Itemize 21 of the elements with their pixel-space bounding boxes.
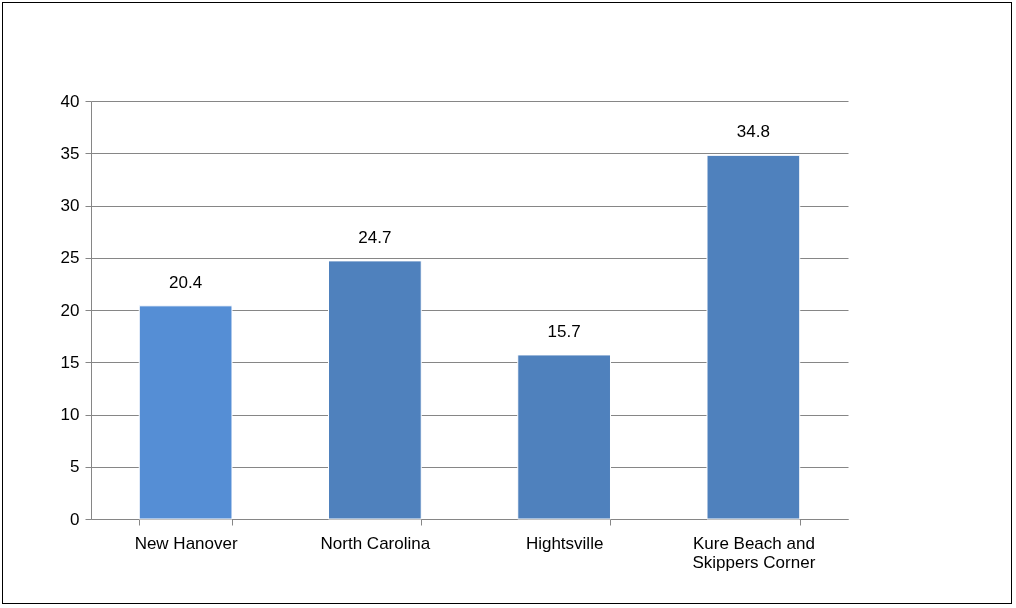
bar [517,354,611,520]
data-label: 24.7 [358,227,392,247]
y-tick-label: 15 [60,352,80,372]
y-tick-label: 5 [70,457,80,477]
bar [328,260,422,520]
data-label: 15.7 [547,321,581,341]
y-tick-label: 10 [60,405,80,424]
x-tick-label: North Carolina [320,533,431,553]
y-tick-label: 40 [60,91,80,111]
x-tick-label: Hightsville [525,533,604,553]
x-tick-label: New Hanover [134,533,238,553]
y-tick-label: 0 [70,509,80,529]
x-tick-label: Kure Beach and Skippers Corner [692,533,816,572]
y-tick-label: 35 [60,143,80,163]
y-tick-label: 30 [60,196,80,215]
bar [138,305,233,520]
data-label: 34.8 [736,122,770,142]
y-tick-label: 25 [60,248,80,268]
bar [706,154,801,520]
data-label: 20.4 [169,272,203,292]
y-tick-label: 20 [60,300,80,320]
